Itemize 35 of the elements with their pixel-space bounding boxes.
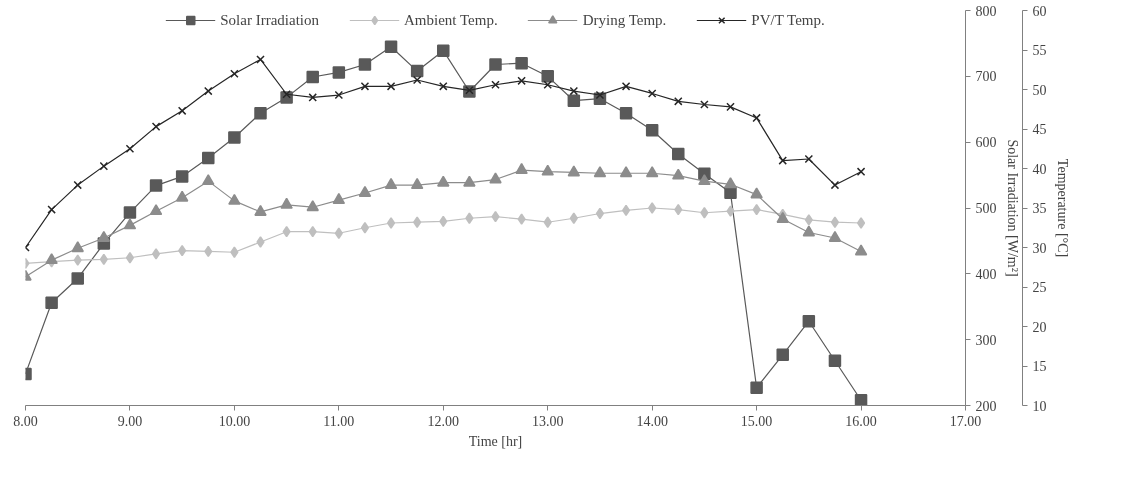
x-tick-label: 13.00 [531,413,564,429]
legend-label: Ambient Temp. [403,11,498,29]
x-tick-label: 16.00 [845,413,877,429]
legend-label: Solar Irradiation [220,11,319,29]
y-tick-label: 600 [975,135,997,151]
legend-label: Drying Temp. [582,11,667,29]
y2-tick-label: 55 [1032,43,1047,58]
y2-tick-label: 25 [1032,280,1047,295]
y2-tick-label: 45 [1032,122,1047,137]
x-tick-label: 12.00 [427,413,460,429]
y-tick-label: 300 [975,332,997,348]
legend-label: PV/T Temp. [751,11,825,29]
x-tick-label: 15.00 [740,413,773,429]
x-axis-title: Time [hr] [468,433,523,449]
y2-tick-label: 30 [1032,240,1047,256]
y2-tick-label: 60 [1032,3,1047,19]
y-tick-label: 400 [975,266,997,282]
x-tick-label: 17.00 [949,413,982,429]
y-axis-title: Solar Irradiation [W/m²] [1004,139,1020,277]
y-tick-label: 500 [975,201,997,216]
x-tick-label: 10.00 [218,413,251,429]
y2-tick-label: 15 [1032,359,1047,374]
y2-tick-label: 20 [1032,319,1047,335]
y2-tick-label: 50 [1032,82,1047,98]
y2-tick-label: 40 [1032,161,1047,177]
y-tick-label: 800 [975,3,997,19]
y2-axis-title: Temperature [°C] [1054,158,1070,258]
x-tick-label: 9.00 [117,413,143,429]
y-tick-label: 700 [975,69,997,85]
y-tick-label: 200 [975,398,997,414]
y2-tick-label: 35 [1032,201,1047,216]
x-tick-label: 11.00 [323,413,355,429]
x-tick-label: 8.00 [13,413,38,429]
x-tick-label: 14.00 [636,413,668,429]
y2-tick-label: 10 [1032,398,1047,414]
